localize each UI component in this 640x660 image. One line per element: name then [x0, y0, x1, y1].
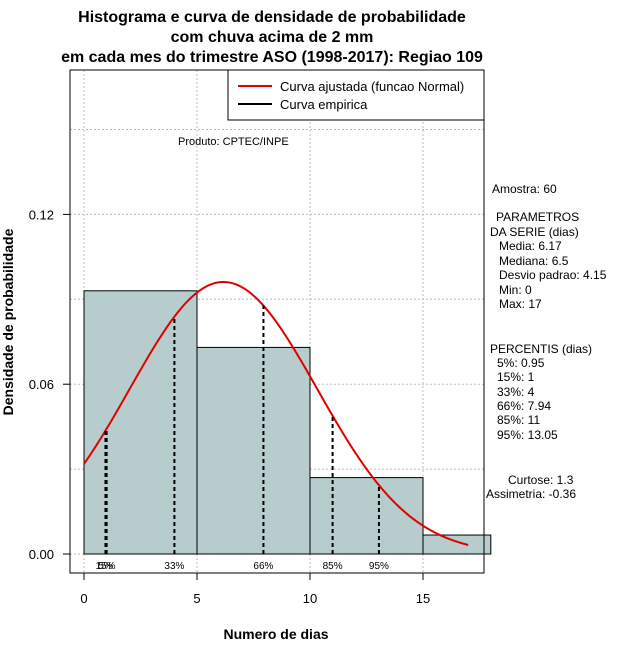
- chart-title-line-2: com chuva acima de 2 mm: [171, 29, 374, 46]
- legend: Curva ajustada (funcao Normal) Curva emp…: [227, 69, 485, 121]
- stat-p95: 95%: 13.05: [497, 428, 558, 442]
- legend-box: [227, 69, 485, 121]
- x-tick-label-10: 10: [303, 591, 317, 606]
- x-tick-label-5: 5: [193, 591, 200, 606]
- histogram-bar-4: [422, 534, 492, 555]
- stat-p5: 5%: 0.95: [497, 356, 545, 370]
- chart-title-line-1: Histograma e curva de densidade de proba…: [78, 9, 466, 26]
- y-tick-label-0.12: 0.12: [29, 207, 54, 222]
- histogram-bar-1: [83, 290, 198, 555]
- stat-min: Min: 0: [499, 283, 532, 297]
- stats-panel: Amostra: 60 PARAMETROS DA SERIE (dias) M…: [486, 182, 607, 501]
- stat-max: Max: 17: [499, 297, 542, 311]
- stat-assimetria: Assimetria: -0.36: [486, 487, 576, 501]
- stat-p66: 66%: 7.94: [497, 399, 551, 413]
- stat-mediana: Mediana: 6.5: [499, 254, 569, 268]
- histogram-bars: [83, 290, 492, 555]
- stat-amostra: Amostra: 60: [492, 182, 557, 196]
- percentile-lines: 15%5% 33% 66% 85% 95%: [95, 305, 389, 572]
- percentile-axis-label-66pct: 66%: [253, 561, 273, 572]
- fitted-curve-layer: [83, 280, 469, 546]
- stat-p15: 15%: 1: [497, 370, 535, 384]
- x-axis: 0 5 10 15: [80, 573, 430, 606]
- x-tick-label-15: 15: [416, 591, 430, 606]
- y-axis: 0.00 0.06 0.12: [29, 207, 70, 562]
- stat-p85: 85%: 11: [497, 413, 540, 427]
- stat-param-title-1: PARAMETROS: [496, 210, 579, 224]
- stat-param-title-2: DA SERIE (dias): [490, 225, 579, 239]
- stat-percentis-title: PERCENTIS (dias): [490, 342, 592, 356]
- percentile-axis-label-15pct: 15%: [95, 561, 115, 572]
- histogram-bar-2: [196, 346, 311, 555]
- percentile-axis-label-5pct: 5%: [98, 561, 113, 572]
- legend-label-empirical: Curva empirica: [280, 97, 368, 112]
- product-annotation: Produto: CPTEC/INPE: [178, 136, 289, 148]
- percentile-axis-label-85pct: 85%: [323, 561, 343, 572]
- stat-curtose: Curtose: 1.3: [508, 473, 574, 487]
- percentile-axis-label-95pct: 95%: [369, 561, 389, 572]
- stat-media: Media: 6.17: [499, 239, 562, 253]
- x-tick-label-0: 0: [80, 591, 87, 606]
- stat-desvio: Desvio padrao: 4.15: [499, 268, 607, 282]
- legend-label-fitted: Curva ajustada (funcao Normal): [280, 79, 464, 94]
- percentile-axis-label-33pct: 33%: [164, 561, 184, 572]
- chart-title-line-3: em cada mes do trimestre ASO (1998-2017)…: [61, 49, 483, 66]
- histogram-bar-3: [309, 477, 424, 555]
- x-axis-title: Numero de dias: [223, 626, 328, 642]
- y-axis-title: Densidade de probabilidade: [0, 228, 16, 415]
- fitted-normal-curve: [83, 280, 469, 546]
- stat-p33: 33%: 4: [497, 385, 535, 399]
- y-tick-label-0: 0.00: [29, 547, 54, 562]
- y-tick-label-0.06: 0.06: [29, 377, 54, 392]
